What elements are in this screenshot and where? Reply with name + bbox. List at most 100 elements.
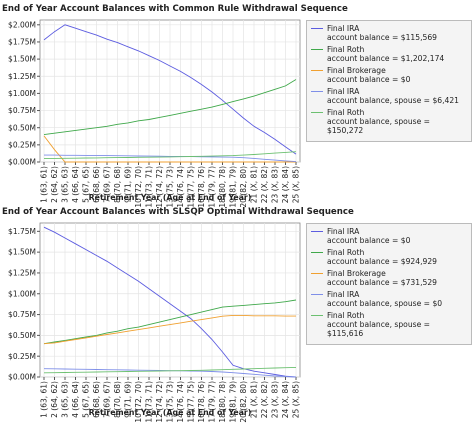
x-tick-label: 15 (77, 75) (187, 381, 196, 423)
y-tick-label: $1.50M (8, 248, 36, 257)
x-tick-label: 11 (73, 71) (145, 381, 154, 423)
x-tick-label: 25 (X, 85) (292, 166, 301, 203)
legend-label: Final Roth account balance, spouse = $15… (327, 108, 431, 135)
x-tick-label: 8 (70, 68) (113, 166, 122, 203)
legend-entry: Final Roth account balance = $924,929 (311, 248, 467, 266)
x-tick-label: 2 (64, 62) (50, 381, 59, 418)
x-tick-label: 16 (78, 76) (197, 166, 206, 208)
y-tick-label: $1.25M (8, 269, 36, 278)
legend-swatch (311, 273, 323, 274)
x-tick-label: 14 (76, 74) (176, 166, 185, 208)
x-tick-label: 8 (70, 68) (113, 381, 122, 418)
series-line (43, 366, 297, 374)
legend-entry: Final IRA account balance, spouse = $6,4… (311, 87, 467, 105)
x-tick-label: 14 (76, 74) (176, 381, 185, 423)
legend-label: Final Roth account balance = $1,202,174 (327, 45, 445, 63)
x-tick-label: 17 (79, 77) (208, 381, 217, 423)
series-line (43, 24, 297, 155)
x-tick-label: 24 (X, 84) (281, 381, 290, 418)
x-tick-label: 6 (68, 66) (92, 166, 101, 203)
y-tick-label: $0.50M (8, 123, 36, 132)
x-tick-label: 4 (66, 64) (71, 381, 80, 418)
legend-swatch (311, 252, 323, 253)
legend-swatch (311, 91, 323, 92)
y-tick-label: $0.50M (8, 331, 36, 340)
series-line (43, 135, 296, 163)
chart-title: End of Year Account Balances with SLSQP … (2, 207, 354, 217)
y-tick-label: $1.75M (8, 38, 36, 47)
x-tick-label: 6 (68, 66) (92, 381, 101, 418)
legend-label: Final IRA account balance, spouse = $0 (327, 290, 443, 308)
legend-entry: Final Roth account balance, spouse = $11… (311, 311, 467, 338)
x-tick-label: 20 (82, 80) (239, 381, 248, 423)
y-tick-label: $0.00M (8, 373, 36, 382)
x-tick-label: 7 (69, 67) (103, 166, 112, 203)
y-tick-label: $1.50M (8, 55, 36, 64)
legend-label: Final IRA account balance = $0 (327, 227, 411, 245)
legend-label: Final Roth account balance, spouse = $11… (327, 311, 431, 338)
x-tick-label: 3 (65, 63) (61, 166, 70, 203)
legend-label: Final IRA account balance = $115,569 (327, 24, 437, 42)
legend-entry: Final IRA account balance = $0 (311, 227, 467, 245)
y-tick-label: $1.00M (8, 289, 36, 298)
legend-swatch (311, 315, 323, 316)
legend: Final IRA account balance = $0 Final Roth… (306, 223, 472, 345)
legend-label: Final Brokerage account balance = $0 (327, 66, 411, 84)
x-tick-label: 22 (X, 82) (260, 166, 269, 203)
x-tick-label: 1 (63, 61) (40, 381, 49, 418)
legend-label: Final Brokerage account balance = $731,5… (327, 269, 437, 287)
x-tick-label: 13 (75, 73) (166, 381, 175, 423)
x-tick-label: 23 (X, 83) (271, 381, 280, 418)
x-tick-label: 12 (74, 72) (155, 381, 164, 423)
x-tick-label: 25 (X, 85) (292, 381, 301, 418)
legend-swatch (311, 294, 323, 295)
x-tick-label: 5 (67, 65) (82, 166, 91, 203)
x-axis-label: Retirement Year (Age at End of Year) (89, 408, 252, 417)
x-tick-label: 18 (80, 78) (218, 166, 227, 208)
x-tick-label: 7 (69, 67) (103, 381, 112, 418)
x-tick-label: 17 (79, 77) (208, 166, 217, 208)
legend-entry: Final IRA account balance, spouse = $0 (311, 290, 467, 308)
x-tick-label: 12 (74, 72) (155, 166, 164, 208)
x-tick-label: 19 (81, 79) (229, 381, 238, 423)
chart-title: End of Year Account Balances with Common… (2, 4, 348, 14)
x-tick-label: 23 (X, 83) (271, 166, 280, 203)
x-tick-label: 15 (77, 75) (187, 166, 196, 208)
x-tick-label: 11 (73, 71) (145, 166, 154, 208)
x-tick-label: 10 (72, 70) (134, 166, 143, 208)
legend-swatch (311, 49, 323, 50)
x-tick-label: 21 (X, 81) (250, 166, 259, 203)
legend-label: Final IRA account balance, spouse = $6,4… (327, 87, 460, 105)
y-tick-label: $0.25M (8, 352, 36, 361)
legend-entry: Final Brokerage account balance = $731,5… (311, 269, 467, 287)
x-tick-label: 18 (80, 78) (218, 381, 227, 423)
legend-entry: Final Roth account balance, spouse = $15… (311, 108, 467, 135)
legend-swatch (311, 70, 323, 71)
legend-swatch (311, 231, 323, 232)
series-line (43, 314, 296, 345)
series-line (43, 299, 297, 345)
x-tick-label: 16 (78, 76) (197, 381, 206, 423)
x-tick-label: 9 (71, 69) (124, 381, 133, 418)
x-tick-label: 9 (71, 69) (124, 166, 133, 203)
x-tick-label: 13 (75, 73) (166, 166, 175, 208)
x-tick-label: 20 (82, 80) (239, 166, 248, 208)
x-tick-label: 1 (63, 61) (40, 166, 49, 203)
series-line (43, 151, 297, 160)
y-tick-label: $1.00M (8, 89, 36, 98)
y-tick-label: $1.25M (8, 72, 36, 81)
y-tick-label: $0.75M (8, 310, 36, 319)
x-tick-label: 24 (X, 84) (281, 166, 290, 203)
x-axis-label: Retirement Year (Age at End of Year) (89, 193, 252, 202)
legend-swatch (311, 28, 323, 29)
legend-swatch (311, 112, 323, 113)
x-tick-label: 19 (81, 79) (229, 166, 238, 208)
x-tick-label: 4 (66, 64) (71, 166, 80, 203)
legend: Final IRA account balance = $115,569 Fina… (306, 20, 472, 142)
x-tick-label: 22 (X, 82) (260, 381, 269, 418)
x-tick-label: 21 (X, 81) (250, 381, 259, 418)
y-tick-label: $1.75M (8, 227, 36, 236)
legend-entry: Final Roth account balance = $1,202,174 (311, 45, 467, 63)
x-tick-label: 10 (72, 70) (134, 381, 143, 423)
